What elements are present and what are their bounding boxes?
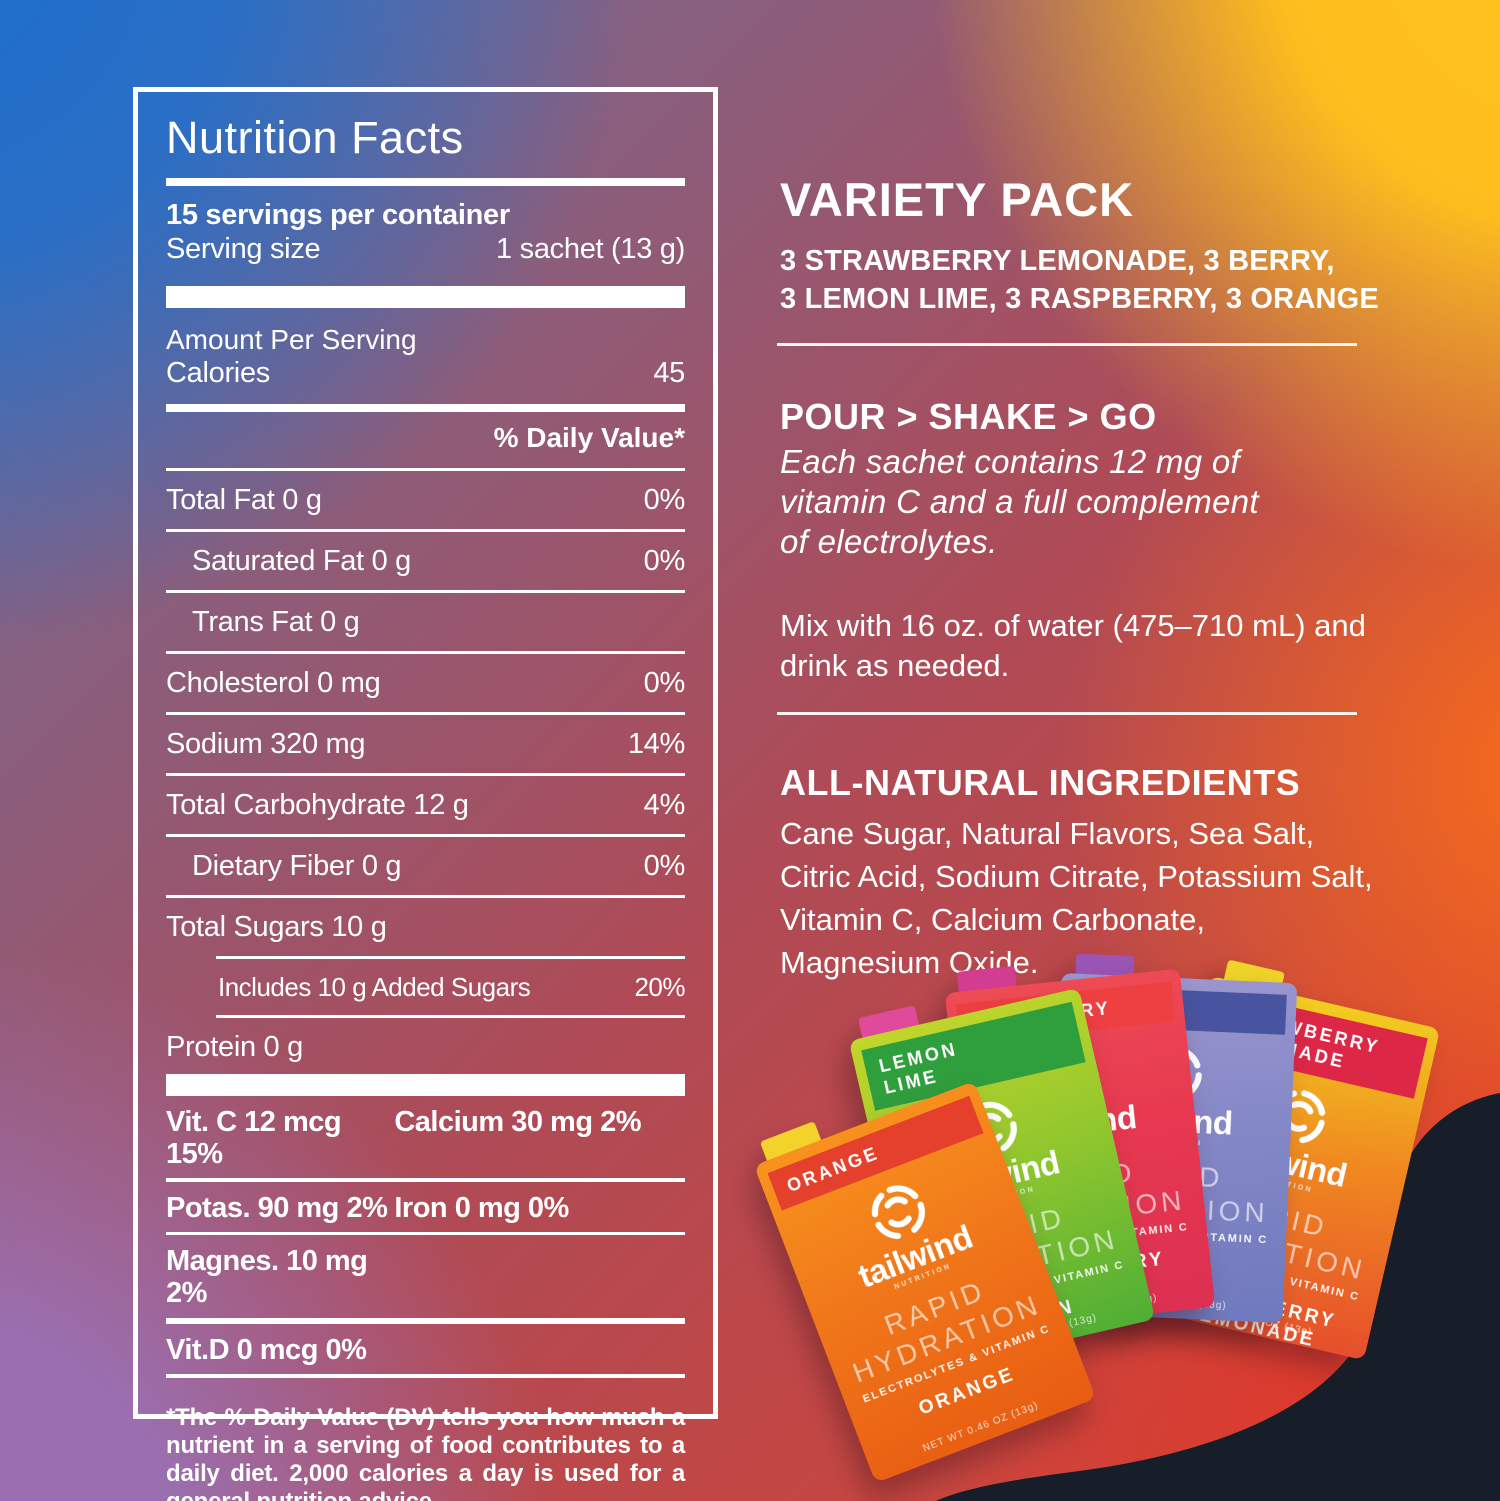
nutrient-row: Cholesterol 0 mg 0% <box>166 666 685 700</box>
micronutrient-row: Magnes. 10 mg 2% <box>166 1245 685 1309</box>
micronutrient-right: Iron 0 mg 0% <box>394 1192 569 1224</box>
nutrient-row: Protein 0 g <box>166 1030 685 1064</box>
nutrition-facts-label: Nutrition Facts 15 servings per containe… <box>133 87 718 1501</box>
amount-per-serving: Amount Per Serving <box>166 324 417 355</box>
micronutrient-row: Vit. C 12 mcg 15% Calcium 30 mg 2% <box>166 1106 685 1170</box>
nutrient-row: Includes 10 g Added Sugars 20% <box>166 971 685 1003</box>
nutrient-label: Saturated Fat 0 g <box>192 545 411 577</box>
ingredients-list: Cane Sugar, Natural Flavors, Sea Salt, C… <box>780 816 1373 980</box>
micronutrient-row: Vit.D 0 mcg 0% <box>166 1334 685 1366</box>
ingredients-heading: ALL-NATURAL INGREDIENTS <box>780 762 1301 803</box>
nutrient-value: 4% <box>643 789 686 821</box>
rule <box>166 590 685 593</box>
section-divider <box>777 712 1357 715</box>
daily-value-header: % Daily Value* <box>493 422 685 453</box>
calories-row: Calories 45 <box>166 356 685 390</box>
section-divider <box>777 343 1357 346</box>
rule-indented <box>216 956 685 959</box>
rule <box>166 1232 685 1235</box>
calories-value: 45 <box>653 357 685 389</box>
nutrition-facts-title: Nutrition Facts <box>166 112 464 163</box>
divider-bar <box>166 178 685 186</box>
rule-indented <box>216 1015 685 1018</box>
micronutrient-left: Vit. C 12 mcg 15% <box>166 1106 342 1170</box>
rule <box>166 1318 685 1324</box>
mix-instructions: Mix with 16 oz. of water (475–710 mL) an… <box>780 608 1366 683</box>
micronutrient-right: Calcium 30 mg 2% <box>394 1106 642 1138</box>
servings-per-container: 15 servings per container <box>166 199 510 231</box>
nutrient-value: 14% <box>627 728 685 760</box>
micronutrients: Vit. C 12 mcg 15% Calcium 30 mg 2% Potas… <box>166 1106 685 1378</box>
nutrient-row: Saturated Fat 0 g 0% <box>166 544 685 578</box>
nutrient-label: Dietary Fiber 0 g <box>192 850 402 882</box>
nutrient-row: Total Fat 0 g 0% <box>166 483 685 517</box>
nutrient-row: Sodium 320 mg 14% <box>166 727 685 761</box>
nutrient-label: Protein 0 g <box>166 1031 303 1063</box>
nutrient-value: 20% <box>634 972 685 1002</box>
daily-value-footnote: *The % Daily Value (DV) tells you how mu… <box>166 1404 685 1501</box>
rule <box>166 651 685 654</box>
serving-size-label: Serving size <box>166 233 321 265</box>
pour-shake-go-heading: POUR > SHAKE > GO <box>780 396 1157 437</box>
serving-size-value: 1 sachet (13 g) <box>496 233 685 265</box>
nutrient-row: Dietary Fiber 0 g 0% <box>166 849 685 883</box>
nutrient-label: Trans Fat 0 g <box>192 606 360 638</box>
variety-pack-contents: 3 STRAWBERRY LEMONADE, 3 BERRY, 3 LEMON … <box>780 245 1379 315</box>
serving-size-row: Serving size 1 sachet (13 g) <box>166 232 685 266</box>
rule <box>166 1178 685 1182</box>
nutrient-value: 0% <box>643 850 686 882</box>
calories-label: Calories <box>166 357 270 389</box>
nutrient-row: Total Sugars 10 g <box>166 910 685 944</box>
nutrient-label: Includes 10 g Added Sugars <box>218 972 531 1002</box>
sachet-body: ORANGE tailwind NUTRITION RAPID HYDRATION… <box>753 1081 1097 1483</box>
nutrient-value: 0% <box>643 667 686 699</box>
nutrient-label: Total Fat 0 g <box>166 484 322 516</box>
rule <box>166 895 685 898</box>
nutrient-value: 0% <box>643 484 686 516</box>
variety-pack-heading: VARIETY PACK <box>780 173 1135 226</box>
nutrient-label: Sodium 320 mg <box>166 728 366 760</box>
nutrient-row: Total Carbohydrate 12 g 4% <box>166 788 685 822</box>
sachet-description: Each sachet contains 12 mg of vitamin C … <box>780 443 1259 560</box>
rule <box>166 712 685 715</box>
rule <box>166 1374 685 1378</box>
nutrient-label: Cholesterol 0 mg <box>166 667 381 699</box>
micronutrient-row: Potas. 90 mg 2% Iron 0 mg 0% <box>166 1192 685 1224</box>
rule <box>166 773 685 776</box>
tailwind-swirl-logo-icon <box>871 1185 925 1240</box>
micronutrient-left: Potas. 90 mg 2% <box>166 1192 388 1224</box>
nutrient-label: Total Sugars 10 g <box>166 911 387 943</box>
micronutrient-left: Magnes. 10 mg 2% <box>166 1245 368 1309</box>
rule <box>166 834 685 837</box>
nutrient-label: Total Carbohydrate 12 g <box>166 789 469 821</box>
nutrient-row: Trans Fat 0 g <box>166 605 685 639</box>
sachet-orange: ORANGE tailwind NUTRITION RAPID HYDRATION… <box>753 1081 1097 1483</box>
thick-divider-bar <box>166 286 685 308</box>
rule <box>166 468 685 471</box>
divider-bar <box>166 404 685 412</box>
thick-divider-bar <box>166 1074 685 1096</box>
rule <box>166 529 685 532</box>
micronutrient-left: Vit.D 0 mcg 0% <box>166 1334 367 1366</box>
nutrient-value: 0% <box>643 545 686 577</box>
